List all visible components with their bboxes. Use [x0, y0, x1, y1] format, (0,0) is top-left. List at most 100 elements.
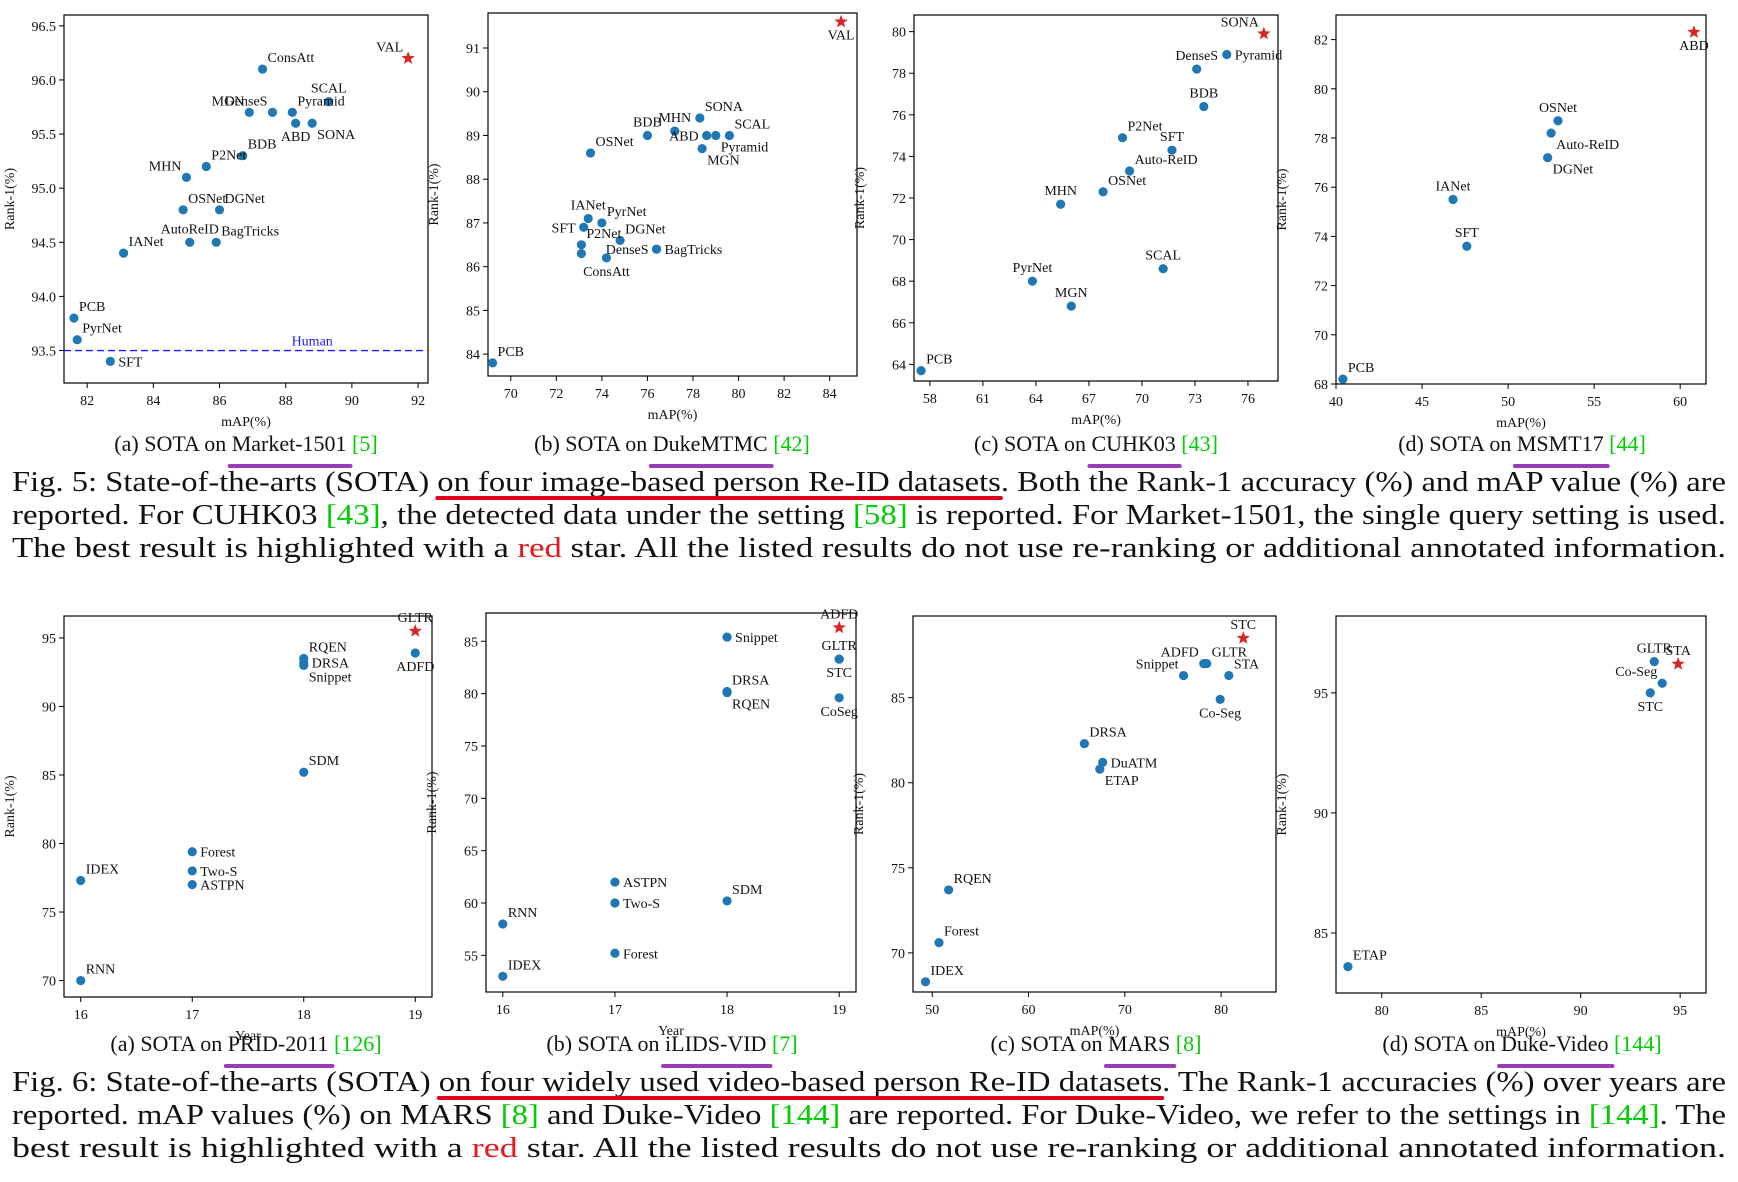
point-label-mgn: MGN	[212, 94, 245, 109]
x-axis-label: mAP(%)	[1496, 1025, 1546, 1040]
y-tick-label: 70	[1314, 329, 1328, 344]
point-idex	[498, 971, 508, 981]
point-label-mhn: MHN	[149, 159, 182, 174]
best-star-gltr	[408, 624, 422, 637]
y-axis-label: Rank-1(%)	[853, 167, 868, 230]
point-label-bagtricks: BagTricks	[665, 243, 723, 258]
y-axis-label: Rank-1(%)	[427, 163, 442, 226]
y-axis-label: Rank-1(%)	[3, 775, 18, 838]
y-tick-label: 94.5	[32, 236, 57, 251]
caption-text: star. All the listed results do not use …	[562, 533, 1726, 564]
y-tick-label: 64	[892, 358, 906, 373]
point-label-p2net: P2Net	[211, 149, 246, 164]
point-label-pcb: PCB	[1348, 361, 1374, 376]
point-label-drsa: DRSA	[732, 674, 770, 689]
point-scal	[1158, 264, 1168, 274]
y-axis-label: Rank-1(%)	[425, 771, 440, 834]
point-label-adfd: ADFD	[396, 660, 434, 675]
plot-frame	[912, 615, 1277, 993]
plot-frame	[1335, 615, 1707, 994]
y-tick-label: 85	[464, 635, 478, 650]
point-ianet	[583, 213, 593, 224]
y-tick-label: 78	[1314, 132, 1328, 147]
caption-text: Fig. 6: State-of-the-arts (SOTA)	[12, 1067, 439, 1098]
caption-text: and Duke-Video	[539, 1100, 770, 1131]
x-tick-label: 18	[297, 1008, 311, 1023]
point-label-osnet: OSNet	[188, 192, 226, 207]
point-pyrnet	[1027, 276, 1037, 286]
point-pyramid	[1222, 49, 1232, 60]
point-forest	[934, 938, 944, 948]
point-label-snippet: Snippet	[1136, 658, 1179, 673]
fig6-subcaption-ilids-vid: (b) SOTA on iLIDS-VID [7]	[546, 1031, 797, 1056]
x-tick-label: 17	[608, 1003, 622, 1018]
x-tick-label: 40	[1329, 395, 1343, 410]
point-forest	[610, 948, 620, 958]
point-co-seg	[1657, 678, 1667, 688]
dataset-name: CUHK03	[1091, 431, 1175, 456]
point-p2net	[576, 240, 586, 250]
y-tick-label: 66	[892, 317, 906, 332]
x-tick-label: 95	[1673, 1004, 1687, 1019]
point-label-snippet: Snippet	[309, 670, 352, 685]
point-label-sft: SFT	[118, 355, 143, 370]
y-tick-label: 93.5	[32, 345, 57, 360]
point-label-pcb: PCB	[926, 353, 952, 368]
fig5-subcaption-msmt17: (d) SOTA on MSMT17 [44]	[1398, 431, 1646, 456]
point-label-astpn: ASTPN	[200, 879, 244, 894]
point-label-bdb: BDB	[633, 115, 662, 130]
point-sona	[307, 118, 317, 128]
point-label-denses: DenseS	[1175, 49, 1218, 64]
point-label-pyramid: Pyramid	[721, 140, 768, 155]
point-label-idex: IDEX	[931, 964, 964, 979]
point-label-sft: SFT	[1455, 226, 1480, 241]
y-tick-label: 75	[891, 862, 905, 877]
point-label-sona: SONA	[705, 100, 744, 115]
x-tick-label: 86	[213, 394, 227, 409]
point-mhn	[181, 172, 192, 182]
plot-frame	[913, 14, 1279, 382]
x-tick-label: 17	[185, 1008, 199, 1023]
x-axis-label: mAP(%)	[648, 408, 698, 423]
x-tick-label: 80	[1375, 1004, 1389, 1019]
point-label-ianet: IANet	[571, 199, 606, 214]
y-tick-label: 86	[466, 261, 480, 276]
point-label-consatt: ConsAtt	[583, 265, 630, 280]
y-tick-label: 70	[42, 975, 56, 990]
caption-text: star. All the listed results do not use …	[518, 1133, 1726, 1164]
point-pyramid	[287, 107, 297, 118]
y-tick-label: 95.5	[32, 128, 57, 143]
point-label-two-s: Two-S	[200, 865, 237, 880]
point-label-forest: Forest	[200, 846, 235, 861]
point-label-pyrnet: PyrNet	[607, 205, 647, 220]
y-axis-label: Rank-1(%)	[3, 168, 18, 231]
point-label-pyrnet: PyrNet	[82, 322, 122, 337]
best-star-adfd	[832, 620, 846, 634]
citation-ref: [5]	[352, 431, 378, 456]
point-mgn	[244, 107, 254, 118]
dataset-name: Duke-Video	[1501, 1031, 1608, 1056]
point-label-bdb: BDB	[1189, 87, 1218, 102]
point-pcb	[916, 366, 926, 376]
point-label-mhn: MHN	[1044, 184, 1077, 199]
x-tick-label: 70	[1118, 1003, 1132, 1018]
caption-text: . Both the Rank-1 accuracy (%) and mAP v…	[1001, 467, 1726, 498]
citation-ref: [8]	[1176, 1031, 1202, 1056]
point-label-ianet: IANet	[129, 235, 164, 250]
y-tick-label: 70	[464, 792, 478, 807]
best-star-sta	[1671, 657, 1685, 670]
point-label-duatm: DuATM	[1111, 756, 1158, 771]
best-star-val	[834, 14, 848, 28]
point-sdm	[722, 896, 732, 906]
point-label-idex: IDEX	[86, 863, 119, 878]
citation-ref: [126]	[334, 1031, 382, 1056]
y-axis-label: Rank-1(%)	[852, 773, 867, 836]
point-mhn	[1056, 199, 1066, 209]
point-label-drsa: DRSA	[312, 657, 350, 672]
point-bagtricks	[211, 237, 221, 247]
point-abd	[702, 130, 712, 141]
x-tick-label: 80	[732, 387, 746, 402]
best-star-sona	[1257, 26, 1271, 40]
